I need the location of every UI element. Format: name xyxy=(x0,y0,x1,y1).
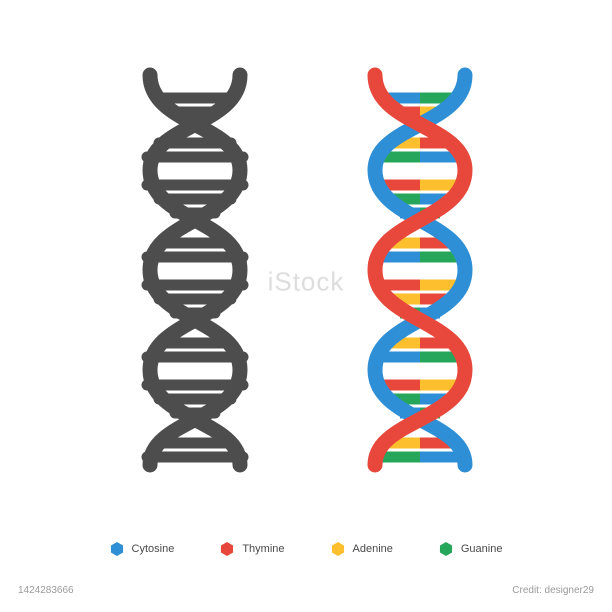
dna-helix-monochrome xyxy=(120,60,270,485)
image-id-text: 1424283666 xyxy=(18,585,74,596)
legend: Cytosine Thymine Adenine Guanine xyxy=(0,542,612,556)
watermark-text: iStock xyxy=(268,266,345,297)
legend-label: Thymine xyxy=(242,543,284,555)
credit-text: Credit: designer29 xyxy=(512,585,594,596)
dna-helix-mono-svg xyxy=(120,60,270,480)
legend-item-adenine: Adenine xyxy=(331,542,393,556)
hex-icon xyxy=(110,542,124,556)
dna-diagram: Cytosine Thymine Adenine Guanine iStock … xyxy=(0,0,612,612)
hex-icon xyxy=(220,542,234,556)
legend-item-guanine: Guanine xyxy=(439,542,503,556)
legend-item-cytosine: Cytosine xyxy=(110,542,175,556)
dna-helix-color-svg xyxy=(345,60,495,480)
legend-label: Cytosine xyxy=(132,543,175,555)
dna-helix-colored xyxy=(345,60,495,485)
hex-icon xyxy=(439,542,453,556)
legend-item-thymine: Thymine xyxy=(220,542,284,556)
hex-icon xyxy=(331,542,345,556)
legend-label: Adenine xyxy=(353,543,393,555)
legend-label: Guanine xyxy=(461,543,503,555)
